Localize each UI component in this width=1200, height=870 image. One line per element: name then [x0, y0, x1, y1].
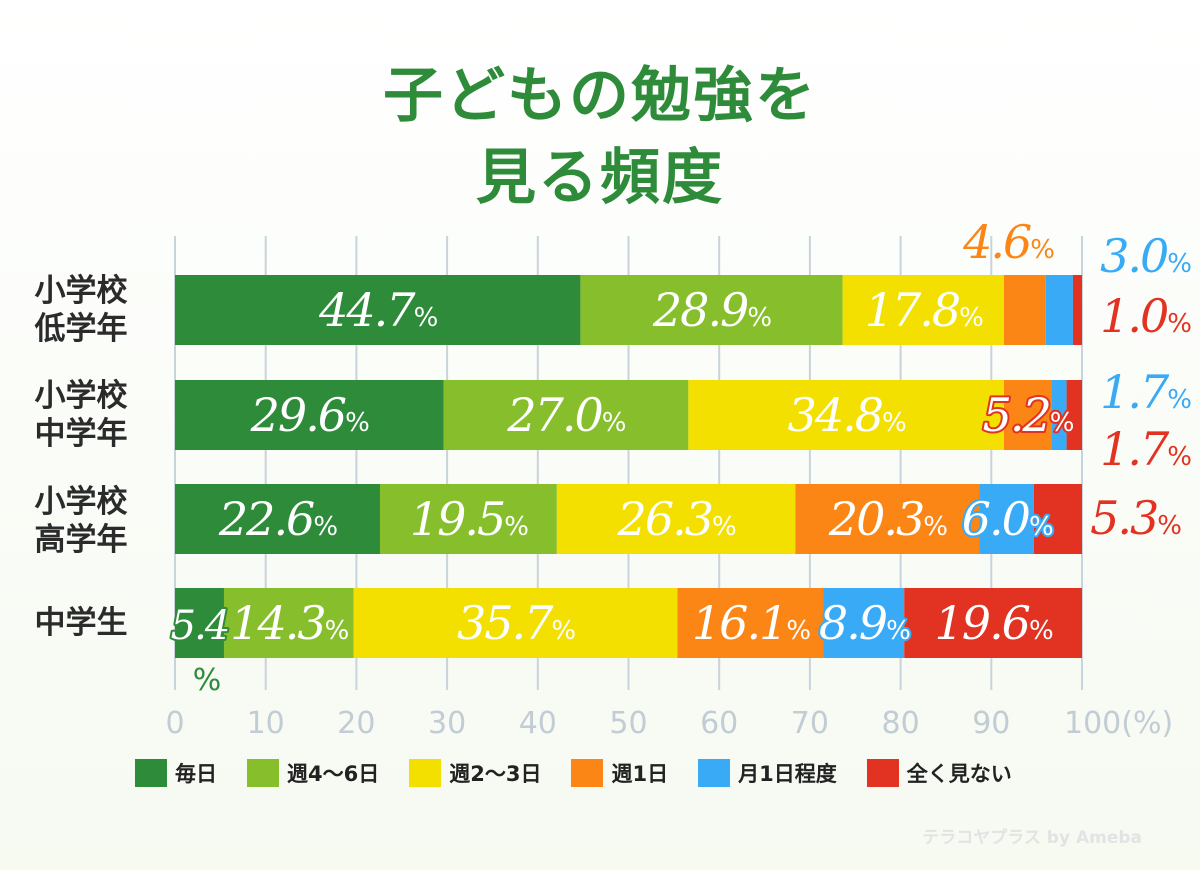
category-label-3-line1: 中学生 [34, 605, 128, 641]
x-tick-label-9: 90 [972, 706, 1010, 741]
data-label-2-1: 19.5% [410, 492, 528, 546]
bar-0-2 [842, 275, 1004, 345]
x-tick-label-0: 0 [165, 706, 184, 741]
bar-3-2 [353, 588, 678, 658]
bar-3-5 [904, 588, 1082, 658]
category-label-0-line2: 低学年 [34, 311, 128, 347]
legend-label-5: 全く見ない [906, 762, 1012, 786]
data-label-0-1: 28.9% [652, 283, 771, 337]
category-label-3: 中学生 [0, 604, 162, 642]
data-label-2-3: 20.3% [828, 492, 947, 546]
data-label-3-4: 8.9% [819, 596, 910, 650]
data-label-3-5: 19.6% [935, 596, 1053, 650]
legend-item-4: 月1日程度 [698, 758, 837, 788]
category-label-1-line2: 中学年 [34, 416, 128, 452]
bar-1-0 [175, 380, 444, 450]
x-tick-label-10: 100(%) [1064, 706, 1173, 741]
bar-1-2 [688, 380, 1004, 450]
legend-item-1: 週4〜6日 [247, 758, 379, 788]
x-tick-label-7: 70 [791, 706, 829, 741]
data-label-3-1: 14.3% [230, 596, 348, 650]
bar-0-3 [1003, 275, 1046, 345]
data-label-1-5: 1.7% [1100, 422, 1191, 476]
x-tick-label-2: 20 [337, 706, 375, 741]
bar-0-1 [580, 275, 843, 345]
legend-item-0: 毎日 [135, 758, 217, 788]
bar-2-3 [795, 484, 980, 554]
x-tick-label-6: 60 [700, 706, 738, 741]
data-label-0-0: 44.7% [318, 283, 437, 337]
legend-swatch-3 [571, 759, 604, 787]
bar-3-4 [823, 588, 905, 658]
x-tick-label-3: 30 [428, 706, 466, 741]
bar-2-1 [379, 484, 557, 554]
legend-swatch-4 [698, 759, 731, 787]
x-tick-label-4: 40 [519, 706, 557, 741]
legend-label-2: 週2〜3日 [449, 762, 542, 786]
category-label-1: 小学校 中学年 [0, 377, 162, 453]
brand-logo: テラコヤプラス by Ameba [922, 828, 1142, 848]
bar-3-3 [677, 588, 824, 658]
category-label-0-line1: 小学校 [34, 273, 128, 309]
bar-0-0 [175, 275, 581, 345]
data-label-3-2: 35.7% [457, 596, 575, 650]
bar-2-0 [175, 484, 380, 554]
x-tick-label-1: 10 [247, 706, 285, 741]
category-label-1-line1: 小学校 [34, 378, 128, 414]
data-label-0-4: 3.0% [1100, 229, 1191, 283]
legend-swatch-2 [409, 759, 442, 787]
bar-2-2 [556, 484, 796, 554]
category-label-2-line1: 小学校 [34, 484, 128, 520]
bar-0-5 [1072, 275, 1082, 345]
data-label-2-5: 5.3% [1090, 491, 1181, 545]
data-label-0-3: 4.6% [962, 215, 1054, 269]
bar-1-5 [1066, 380, 1082, 450]
legend-label-0: 毎日 [175, 762, 217, 786]
legend-label-3: 週1日 [611, 762, 669, 786]
bar-1-1 [443, 380, 689, 450]
bar-2-4 [979, 484, 1034, 554]
legend-item-2: 週2〜3日 [409, 758, 541, 788]
legend-label-4: 月1日程度 [738, 762, 837, 786]
data-label-3-3: 16.1% [692, 596, 810, 650]
bar-3-0 [175, 588, 224, 658]
chart-title-line2: 見る頻度 [476, 143, 724, 213]
legend-swatch-5 [866, 759, 899, 787]
bar-3-1 [223, 588, 354, 658]
category-label-0: 小学校 低学年 [0, 272, 162, 348]
data-label-0-5: 1.0% [1100, 289, 1191, 343]
data-label-1-3: 5.2% [983, 388, 1074, 442]
data-label-1-1: 27.0% [506, 388, 625, 442]
data-label-1-0: 29.6% [250, 388, 369, 442]
legend-label-1: 週4〜6日 [287, 762, 380, 786]
category-label-2-line2: 高学年 [34, 522, 128, 558]
category-label-2: 小学校 高学年 [0, 483, 162, 559]
data-label-2-2: 26.3% [617, 492, 736, 546]
bar-2-5 [1033, 484, 1082, 554]
x-tick-label-5: 50 [609, 706, 647, 741]
legend-item-3: 週1日 [571, 758, 668, 788]
data-label-1-2: 34.8% [788, 388, 906, 442]
legend-swatch-0 [135, 759, 167, 787]
legend: 毎日 週4〜6日 週2〜3日 週1日 月1日程度 全く見ない [135, 756, 1042, 790]
x-tick-label-8: 80 [882, 706, 920, 741]
legend-item-5: 全く見ない [866, 758, 1012, 788]
data-label-1-4: 1.7% [1100, 365, 1191, 419]
bar-1-4 [1051, 380, 1067, 450]
data-label-3-0-percent: % [193, 663, 222, 698]
data-label-2-0: 22.6% [218, 492, 337, 546]
data-label-3-0: 5.4 [171, 603, 229, 649]
chart-title-line1: 子どもの勉強を [383, 61, 817, 131]
bar-1-3 [1003, 380, 1052, 450]
bar-0-4 [1045, 275, 1073, 345]
data-label-0-2: 17.8% [865, 283, 983, 337]
legend-swatch-1 [247, 759, 279, 787]
